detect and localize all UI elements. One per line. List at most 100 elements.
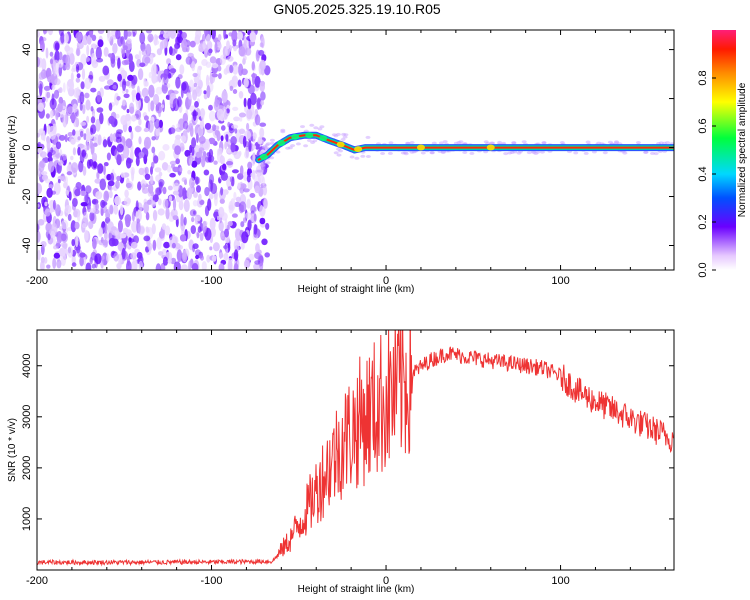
noise-speck <box>99 178 107 191</box>
noise-speck <box>69 114 76 121</box>
noise-speck <box>96 107 104 113</box>
noise-speck <box>154 118 161 129</box>
noise-speck <box>71 68 76 73</box>
noise-speck <box>231 169 239 174</box>
noise-speck <box>45 47 49 59</box>
noise-speck <box>75 48 81 57</box>
trace-halo <box>429 151 435 155</box>
noise-speck <box>58 134 66 141</box>
noise-speck <box>145 212 150 221</box>
noise-speck <box>40 260 45 270</box>
noise-speck <box>212 242 220 252</box>
noise-speck <box>144 56 151 64</box>
noise-speck <box>246 122 250 131</box>
noise-speck <box>254 76 261 88</box>
trace-blob <box>305 132 314 139</box>
noise-speck <box>57 159 64 166</box>
noise-speck <box>158 251 164 256</box>
noise-speck <box>161 82 168 94</box>
noise-speck <box>223 189 229 195</box>
noise-speck <box>196 232 200 239</box>
noise-speck <box>95 191 103 200</box>
noise-speck <box>60 253 67 266</box>
noise-speck <box>143 136 152 150</box>
noise-speck <box>198 147 205 154</box>
noise-speck <box>129 106 135 114</box>
trace-halo <box>360 154 366 158</box>
noise-speck <box>64 45 71 52</box>
noise-speck <box>50 147 54 154</box>
noise-speck <box>72 197 78 207</box>
noise-speck <box>161 223 167 230</box>
noise-speck <box>112 84 117 90</box>
noise-speck <box>207 49 212 56</box>
noise-speck <box>221 125 226 131</box>
trace-halo <box>275 150 281 154</box>
noise-speck <box>179 234 187 242</box>
noise-speck <box>247 97 252 110</box>
noise-speck <box>252 145 257 150</box>
noise-speck <box>205 61 212 68</box>
noise-speck <box>223 30 227 40</box>
noise-speck <box>254 114 261 126</box>
x-tick-label: 100 <box>551 575 569 587</box>
noise-speck <box>143 201 150 214</box>
trace-halo <box>269 141 275 145</box>
noise-speck <box>162 256 169 266</box>
x-tick-label: -100 <box>201 575 223 587</box>
noise-speck <box>123 93 130 99</box>
trace-halo <box>635 141 641 144</box>
noise-speck <box>253 213 257 222</box>
noise-speck <box>79 256 84 267</box>
noise-speck <box>230 136 237 146</box>
trace-halo <box>516 151 522 155</box>
noise-speck <box>122 145 130 159</box>
noise-speck <box>178 200 184 211</box>
noise-speck <box>235 196 241 203</box>
noise-speck <box>220 232 225 240</box>
noise-speck <box>66 171 73 176</box>
trace-blob <box>416 144 425 151</box>
noise-speck <box>244 130 252 140</box>
noise-speck <box>53 252 61 259</box>
trace-halo <box>306 139 312 142</box>
noise-speck <box>251 72 256 85</box>
noise-speck <box>202 220 207 233</box>
noise-speck <box>156 237 162 250</box>
noise-speck <box>238 128 246 135</box>
noise-speck <box>147 242 153 251</box>
noise-speck <box>139 31 146 45</box>
noise-speck <box>218 73 222 80</box>
noise-speck <box>39 83 43 97</box>
noise-speck <box>189 177 195 189</box>
x-tick-label: 0 <box>383 575 389 587</box>
noise-speck <box>252 131 256 144</box>
noise-speck <box>98 75 106 82</box>
trace-halo <box>650 151 655 155</box>
noise-speck <box>240 221 245 228</box>
noise-speck <box>85 56 91 62</box>
noise-speck <box>138 260 143 270</box>
trace-blob <box>259 153 268 160</box>
noise-speck <box>81 68 86 80</box>
noise-speck <box>121 48 126 58</box>
noise-speck <box>187 169 192 175</box>
noise-speck <box>135 110 142 120</box>
noise-speck <box>182 120 189 130</box>
noise-speck <box>80 202 88 207</box>
noise-speck <box>147 101 151 112</box>
noise-speck <box>92 238 97 250</box>
noise-speck <box>259 217 266 225</box>
noise-speck <box>125 114 132 126</box>
noise-speck <box>148 71 152 79</box>
trace-halo <box>533 152 539 155</box>
noise-speck <box>89 139 93 150</box>
noise-speck <box>95 46 102 60</box>
noise-speck <box>75 235 79 248</box>
noise-speck <box>202 40 206 50</box>
noise-speck <box>254 185 260 194</box>
noise-speck <box>72 103 78 113</box>
noise-speck <box>125 138 133 149</box>
trace-halo <box>409 141 415 144</box>
noise-speck <box>82 166 87 176</box>
